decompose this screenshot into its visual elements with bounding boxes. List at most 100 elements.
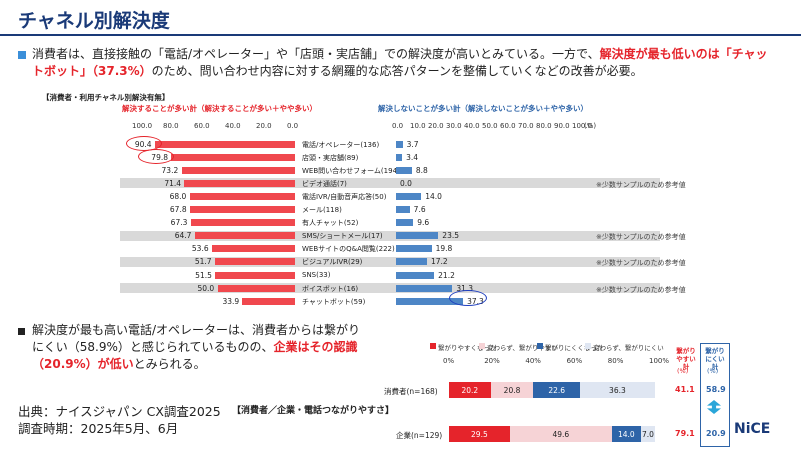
resolved-bar bbox=[189, 192, 295, 200]
channel-label: WEBサイトのQ&A閲覧(222) bbox=[302, 245, 395, 254]
reference-row-band bbox=[120, 256, 660, 267]
resolved-bar bbox=[181, 166, 295, 174]
chart1-section-label: 【消費者・利用チャネル別解決有無】 bbox=[42, 93, 170, 102]
right-tick-label: 30.0 bbox=[446, 122, 462, 130]
unresolved-value: 0.0 bbox=[400, 178, 412, 188]
channel-label: WEB問い合わせフォーム(194) bbox=[302, 166, 400, 175]
left-tick-label: 40.0 bbox=[225, 122, 241, 130]
unresolved-value: 17.2 bbox=[430, 257, 448, 267]
lead2-highlight: 企業はその認識（20.9%）が低い bbox=[32, 340, 358, 371]
legend-label: 変わらず、繋がりやすい bbox=[487, 344, 558, 352]
resolved-value: 67.3 bbox=[170, 218, 188, 228]
unresolved-bar bbox=[396, 297, 464, 305]
unresolved-value: 7.6 bbox=[413, 205, 426, 214]
unresolved-bar bbox=[396, 284, 453, 292]
resolved-value: 51.7 bbox=[194, 257, 212, 267]
stack-segment: 29.5 bbox=[449, 426, 510, 442]
stack-segment: 36.3 bbox=[580, 382, 655, 398]
reference-row-band bbox=[120, 178, 660, 189]
hard-total: 58.9 bbox=[706, 385, 726, 394]
right-tick-label: 90.0 bbox=[554, 122, 570, 130]
channel-label: ビジュアルIVR(29) bbox=[302, 258, 363, 267]
reference-note: ※少数サンプルのため参考値 bbox=[596, 285, 686, 294]
legend-label: 繋がりにくくなった bbox=[545, 344, 604, 352]
survey-period: 調査時期：2025年5月、6月 bbox=[18, 421, 179, 436]
stack-tick-label: 60% bbox=[566, 357, 583, 365]
resolved-bar bbox=[154, 140, 295, 148]
unresolved-bar bbox=[396, 245, 432, 253]
resolved-value: 68.0 bbox=[169, 191, 187, 201]
resolved-value: 71.4 bbox=[164, 178, 182, 188]
unresolved-value: 14.0 bbox=[425, 191, 442, 201]
row-label: 消費者(n=168) bbox=[384, 387, 438, 396]
channel-label: SNS(33) bbox=[302, 270, 331, 279]
resolved-value: 64.7 bbox=[174, 231, 192, 241]
resolved-value: 50.0 bbox=[197, 283, 215, 293]
stack-segment: 14.0 bbox=[611, 426, 641, 442]
resolved-value: 73.2 bbox=[161, 165, 179, 175]
resolved-value: 33.9 bbox=[222, 296, 240, 306]
lead2-part2: とみられる。 bbox=[133, 357, 206, 371]
resolved-value: 53.6 bbox=[191, 244, 209, 254]
lead-highlight: 解決度が最も低いのは「チャットボット」（37.3%） bbox=[32, 47, 768, 78]
resolved-value: 51.5 bbox=[195, 270, 212, 280]
left-tick-label: 20.0 bbox=[256, 122, 272, 130]
easy-total: 41.1 bbox=[675, 385, 695, 394]
right-tick-label: 60.0 bbox=[500, 122, 516, 130]
resolved-bar bbox=[194, 232, 295, 240]
legend-label: 繋がりやすくなった bbox=[438, 344, 497, 352]
channel-label: チャットボット(59) bbox=[302, 297, 366, 306]
stack-segment: 49.6 bbox=[509, 426, 612, 442]
reference-note: ※少数サンプルのため参考値 bbox=[596, 259, 686, 268]
unresolved-bar bbox=[396, 153, 403, 161]
unresolved-bar bbox=[396, 258, 427, 266]
unresolved-bar bbox=[396, 219, 414, 227]
hard-column-frame bbox=[700, 343, 730, 447]
channel-label: メール(118) bbox=[302, 206, 342, 214]
lead-part2: のため、問い合わせ内容に対する網羅的な応答パターンを整備していくなどの改善が必要… bbox=[151, 64, 643, 78]
lead-text: 消費者は、直接接触の「電話/オペレーター」や「店頭・実店舗」での解決度が高いとみ… bbox=[32, 46, 772, 80]
hard-total: 20.9 bbox=[706, 429, 726, 438]
unresolved-value: 3.4 bbox=[406, 152, 419, 162]
resolved-bar bbox=[190, 219, 295, 227]
resolved-bar bbox=[217, 284, 295, 292]
legend-swatch bbox=[585, 343, 591, 349]
unresolved-bar bbox=[396, 206, 410, 213]
channel-label: 店頭・実店舗(89) bbox=[302, 153, 359, 162]
unresolved-bar bbox=[396, 232, 439, 240]
channel-label: 有人チャット(52) bbox=[302, 219, 359, 228]
nice-logo: NiCE bbox=[734, 421, 771, 437]
easy-header: 繋がり やすい計 bbox=[676, 347, 696, 371]
swap-arrow-icon bbox=[707, 400, 721, 414]
stack-segment: 20.2 bbox=[449, 382, 491, 398]
unresolved-bar bbox=[396, 271, 435, 279]
highlight-oval-chatbot bbox=[449, 290, 487, 306]
resolved-bar bbox=[171, 153, 295, 161]
highlight-oval-store bbox=[138, 149, 174, 164]
unresolved-value: 3.7 bbox=[406, 139, 419, 149]
easy-unit: (%) bbox=[677, 367, 689, 375]
resolved-bar bbox=[211, 245, 295, 253]
easy-total: 79.1 bbox=[675, 429, 695, 438]
unresolved-bar bbox=[396, 192, 422, 200]
lead-part1: 消費者は、直接接触の「電話/オペレーター」や「店頭・実店舗」での解決度が高いとみ… bbox=[32, 47, 600, 61]
right-header: 解決しないことが多い計（解決しないことが多い＋やや多い） bbox=[378, 104, 588, 113]
chart2-title: 【消費者／企業・電話つながりやすさ】 bbox=[232, 406, 395, 416]
stack-tick-label: 20% bbox=[484, 357, 500, 365]
resolved-bar bbox=[214, 258, 295, 266]
resolved-bar bbox=[215, 271, 295, 279]
reference-note: ※少数サンプルのため参考値 bbox=[596, 233, 686, 242]
unresolved-value: 21.2 bbox=[438, 270, 455, 280]
channel-label: 電話IVR/自動音声応答(50) bbox=[302, 192, 387, 201]
unresolved-bar bbox=[396, 140, 403, 148]
bullet-icon bbox=[18, 51, 26, 59]
legend-swatch bbox=[479, 343, 485, 349]
channel-label: SMS/ショートメール(17) bbox=[302, 232, 383, 241]
resolved-bar bbox=[242, 297, 295, 305]
legend-swatch bbox=[430, 343, 436, 349]
left-tick-label: 100.0 bbox=[132, 122, 153, 130]
channel-label: ビデオ通話(7) bbox=[302, 179, 347, 188]
stack-tick-label: 80% bbox=[607, 357, 624, 365]
reference-row-band bbox=[120, 283, 660, 294]
stack-tick-label: 40% bbox=[525, 357, 541, 365]
